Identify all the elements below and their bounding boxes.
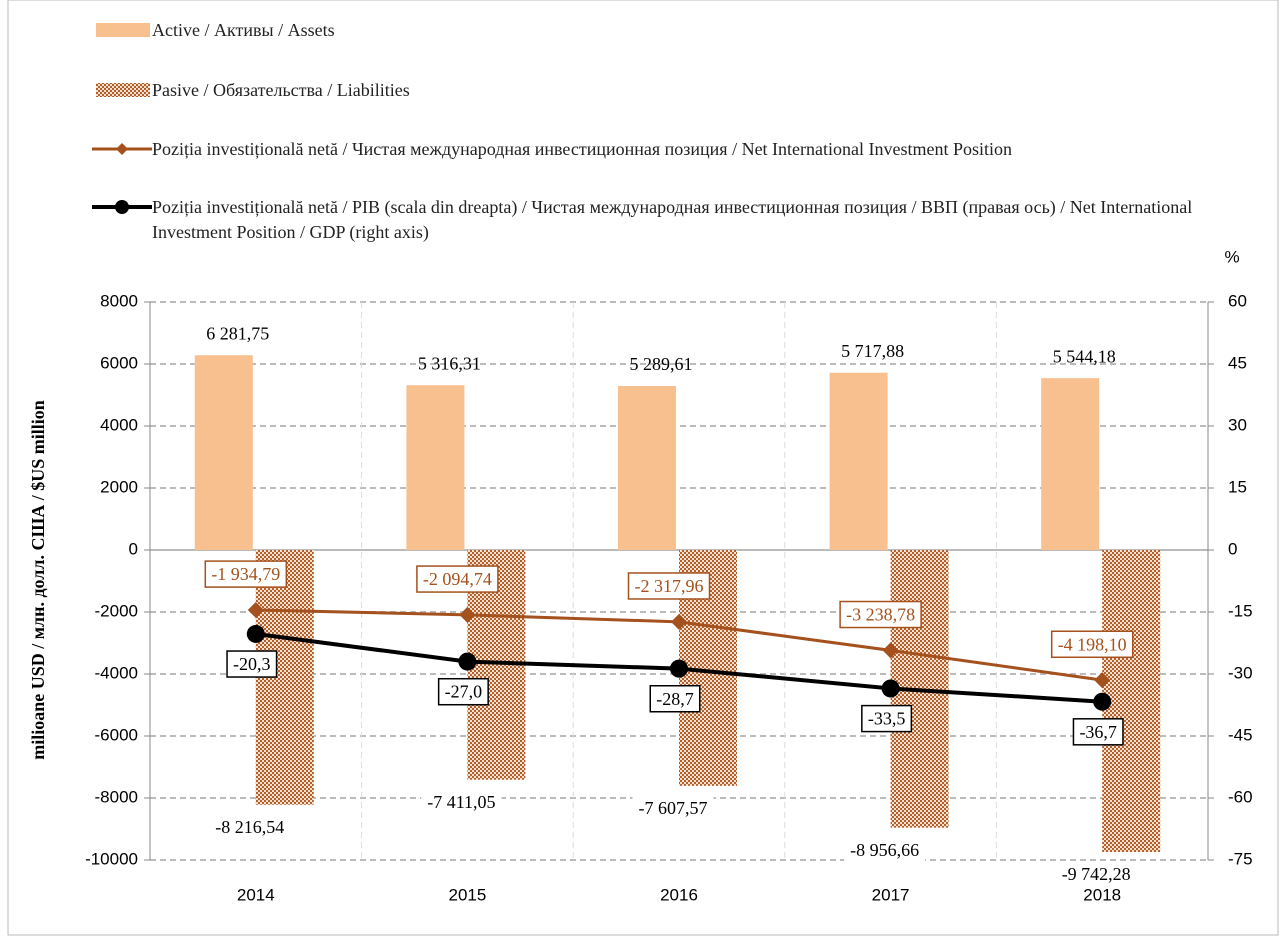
data-label-box — [1055, 861, 1137, 888]
bar — [618, 386, 676, 550]
marker — [882, 642, 899, 659]
data-label-box — [861, 704, 913, 733]
y-tick-label: 8000 — [100, 291, 138, 310]
y2-tick-label: -45 — [1228, 725, 1253, 744]
legend-marker — [116, 143, 128, 155]
y2-axis-label: % — [1224, 247, 1239, 266]
marker — [246, 624, 265, 643]
legend-marker — [115, 200, 129, 214]
y-tick-label: -10000 — [85, 849, 138, 868]
marker — [671, 613, 687, 630]
data-label-box — [627, 572, 711, 600]
data-label: -28,7 — [656, 689, 694, 709]
marker — [247, 601, 264, 618]
marker — [881, 679, 900, 698]
data-label: 5 544,18 — [1053, 346, 1116, 366]
data-label: 6 281,75 — [206, 323, 269, 343]
y2-tick-label: 15 — [1228, 477, 1247, 496]
y2-tick-label: 30 — [1228, 415, 1247, 434]
y-tick-label: -2000 — [95, 601, 138, 620]
x-tick-label: 2015 — [448, 885, 486, 904]
bar — [829, 372, 888, 550]
bar — [194, 355, 253, 550]
data-label: -2 094,74 — [423, 569, 492, 589]
legend-label: Pasive / Обязательства / Liabilities — [152, 80, 410, 100]
y2-tick-label: -75 — [1228, 849, 1253, 868]
y2-tick-label: 60 — [1228, 291, 1247, 310]
marker — [458, 652, 477, 671]
data-label: -8 216,54 — [215, 817, 284, 837]
y2-tick-label: 0 — [1228, 539, 1237, 558]
data-label-box — [649, 685, 701, 713]
y-tick-label: 4000 — [100, 415, 138, 434]
data-label-box — [209, 813, 291, 840]
legend-label: Active / Активы / Assets — [152, 20, 335, 40]
marker — [1094, 672, 1111, 689]
y-tick-label: -6000 — [95, 725, 138, 744]
data-label: -1 934,79 — [211, 564, 280, 584]
x-tick-label: 2018 — [1083, 885, 1121, 904]
data-label: -4 198,10 — [1058, 634, 1127, 654]
data-label-box — [844, 836, 926, 863]
data-label-box — [226, 650, 278, 678]
data-label-box — [632, 794, 714, 821]
data-label-box — [1072, 718, 1124, 746]
data-label: -33,5 — [868, 709, 906, 729]
marker — [670, 659, 688, 678]
data-label: -20,3 — [233, 654, 271, 674]
data-label: 5 316,31 — [418, 353, 481, 373]
y-axis-label: milioane USD / млн. долл. США / $US mill… — [28, 400, 48, 760]
legend-swatch — [96, 83, 150, 97]
x-tick-label: 2017 — [872, 885, 910, 904]
legend-swatch — [96, 23, 150, 37]
y2-tick-label: -15 — [1228, 601, 1253, 620]
y-tick-label: 0 — [129, 539, 138, 558]
data-label: 5 717,88 — [841, 341, 904, 361]
data-label: -27,0 — [445, 682, 483, 702]
frame — [7, 0, 1279, 936]
y2-tick-label: 45 — [1228, 353, 1247, 372]
bar — [406, 385, 465, 550]
y-tick-label: 2000 — [100, 477, 138, 496]
data-label-box — [204, 560, 288, 588]
y-tick-label: -8000 — [95, 787, 138, 806]
data-label-box — [421, 788, 502, 815]
data-label-box — [839, 600, 922, 629]
y-tick-label: -4000 — [95, 663, 138, 682]
y2-tick-label: -30 — [1228, 663, 1253, 682]
data-label: -36,7 — [1079, 722, 1117, 742]
data-label-box — [1050, 630, 1134, 659]
data-label: -8 956,66 — [850, 840, 919, 860]
legend-label: Poziția investițională netă / PIB (scala… — [152, 197, 1193, 242]
data-label: -2 317,96 — [635, 576, 704, 596]
y2-tick-label: -60 — [1228, 787, 1253, 806]
data-label: -7 607,57 — [639, 798, 708, 818]
x-tick-label: 2016 — [660, 885, 698, 904]
marker — [1093, 692, 1112, 711]
data-label: 5 289,61 — [630, 354, 693, 374]
y-tick-label: 6000 — [100, 353, 138, 372]
data-label-box — [437, 677, 489, 706]
bar — [1102, 550, 1161, 853]
data-label-box — [416, 565, 499, 593]
data-label: -3 238,78 — [846, 605, 915, 625]
data-label: -7 411,05 — [427, 792, 495, 812]
bar — [1041, 378, 1100, 550]
x-tick-label: 2014 — [237, 885, 275, 904]
legend-label: Poziția investițională netă / Чистая меж… — [152, 139, 1013, 159]
marker — [459, 606, 476, 623]
data-label: -9 742,28 — [1062, 864, 1131, 884]
